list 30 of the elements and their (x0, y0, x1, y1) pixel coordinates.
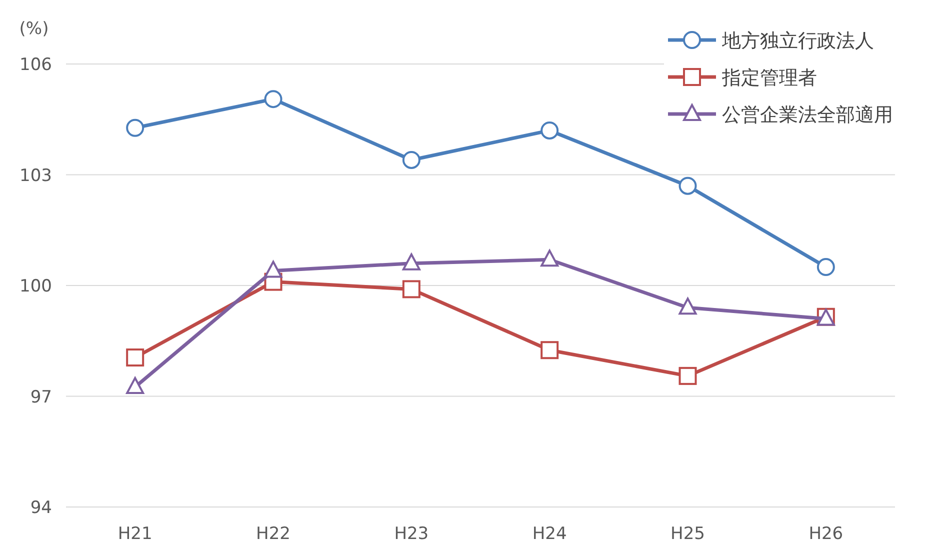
point (678, 366, 697, 385)
point (264, 260, 282, 278)
point (126, 118, 144, 137)
point (678, 176, 697, 195)
y-tick-label: 100 (20, 276, 52, 296)
point (402, 150, 420, 169)
x-tick-label: H26 (808, 524, 844, 544)
y-tick-label: 103 (20, 166, 52, 186)
x-tick-label: H23 (394, 524, 429, 544)
y-tick-label: 94 (30, 498, 52, 518)
y-tick-label: 97 (30, 387, 52, 408)
y-tick-label: 106 (20, 55, 52, 75)
y-axis-title: (%) (19, 19, 49, 39)
point (678, 298, 697, 315)
legend-label: 地方独立行政法人 (721, 30, 874, 52)
point (540, 121, 559, 140)
point (816, 258, 835, 276)
point (402, 280, 420, 298)
point (264, 90, 282, 108)
legend-label: 公営企業法全部適用 (722, 104, 893, 126)
point (540, 250, 559, 267)
point (402, 253, 420, 270)
point (126, 348, 144, 366)
legend-label: 指定管理者 (721, 67, 817, 89)
point (126, 377, 144, 394)
point (540, 341, 559, 360)
x-tick-label: H21 (118, 524, 152, 544)
x-tick-label: H25 (670, 524, 705, 544)
x-tick-label: H22 (256, 524, 290, 544)
x-tick-label: H24 (532, 524, 567, 544)
